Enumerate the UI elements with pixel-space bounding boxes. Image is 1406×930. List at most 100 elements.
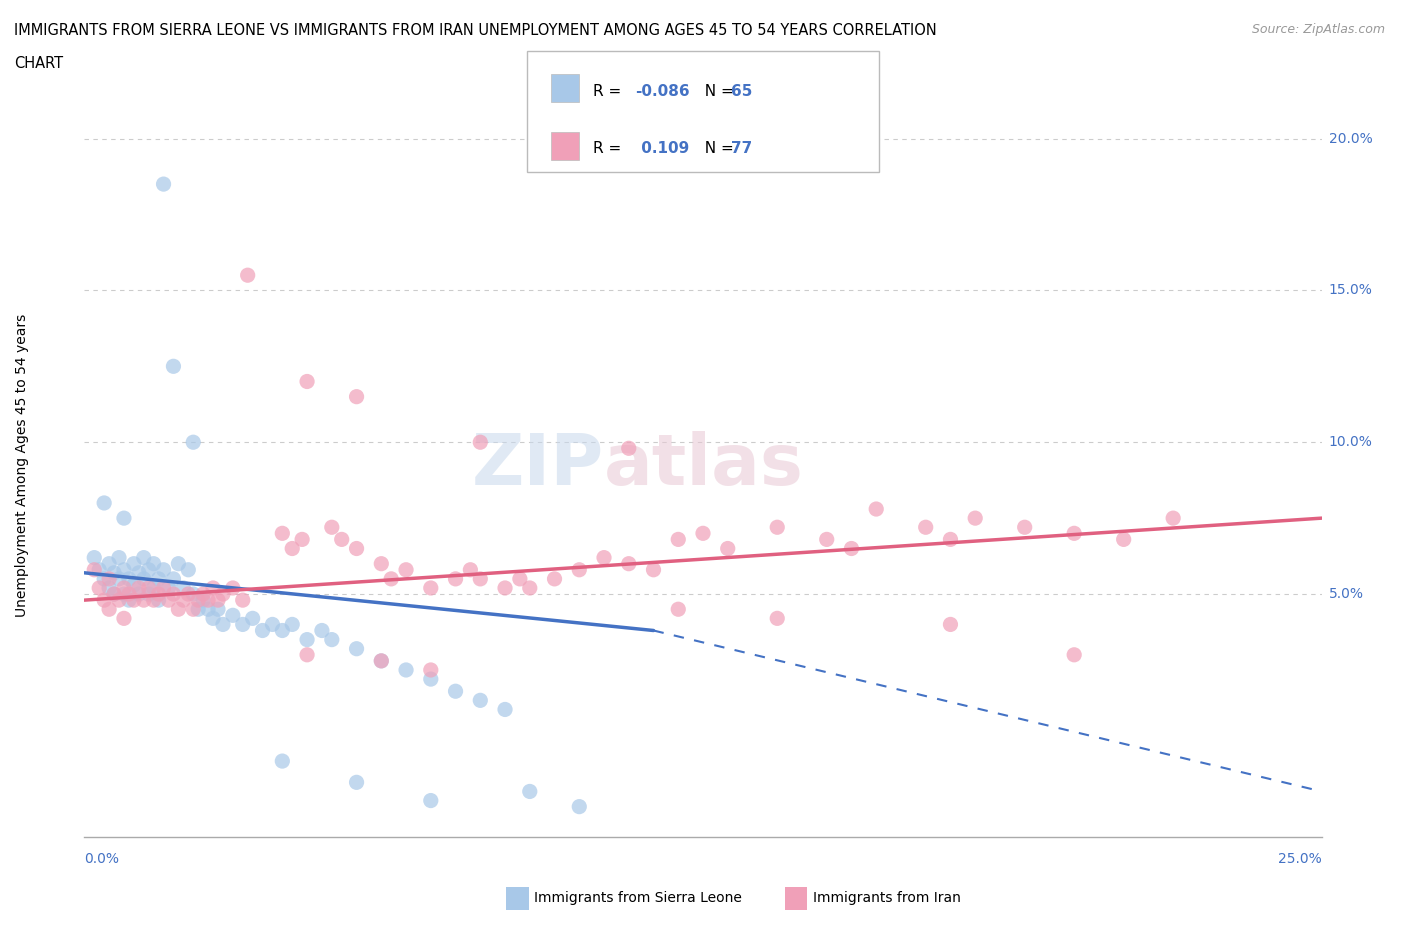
Text: ZIP: ZIP xyxy=(472,431,605,499)
Point xyxy=(494,702,516,717)
Point xyxy=(460,563,482,578)
Point xyxy=(202,611,225,626)
Point xyxy=(148,571,170,586)
Point xyxy=(122,592,145,607)
Point xyxy=(132,551,155,565)
Text: R =: R = xyxy=(593,141,627,156)
Point xyxy=(118,587,141,602)
Point xyxy=(172,592,194,607)
Point xyxy=(370,654,392,669)
Text: N =: N = xyxy=(695,141,738,156)
Point xyxy=(142,592,165,607)
Point xyxy=(1063,647,1085,662)
Point xyxy=(93,592,115,607)
Point xyxy=(370,654,392,669)
Point xyxy=(321,520,343,535)
Point xyxy=(295,647,318,662)
Text: atlas: atlas xyxy=(605,431,804,499)
Point xyxy=(152,580,174,595)
Point xyxy=(177,587,200,602)
Point xyxy=(108,592,131,607)
Point xyxy=(118,592,141,607)
Point xyxy=(98,602,121,617)
Point xyxy=(191,592,214,607)
Point xyxy=(181,587,204,602)
Point xyxy=(766,611,789,626)
Text: 10.0%: 10.0% xyxy=(1329,435,1372,449)
Point xyxy=(222,608,245,623)
Point xyxy=(419,671,441,686)
Point xyxy=(89,580,111,595)
Point xyxy=(232,592,254,607)
Point xyxy=(543,571,565,586)
Point xyxy=(177,563,200,578)
Point xyxy=(252,623,274,638)
Point xyxy=(330,532,353,547)
Point xyxy=(1014,520,1036,535)
Point xyxy=(93,571,115,586)
Point xyxy=(112,511,135,525)
Point xyxy=(108,571,131,586)
Point xyxy=(112,563,135,578)
Text: 0.109: 0.109 xyxy=(636,141,689,156)
Point xyxy=(1063,525,1085,540)
Text: Unemployment Among Ages 45 to 54 years: Unemployment Among Ages 45 to 54 years xyxy=(15,313,30,617)
Point xyxy=(152,563,174,578)
Point xyxy=(470,435,492,450)
Point xyxy=(841,541,863,556)
Point xyxy=(242,611,264,626)
Point xyxy=(470,571,492,586)
Point xyxy=(281,541,304,556)
Point xyxy=(103,565,125,580)
Point xyxy=(568,563,591,578)
Point xyxy=(346,390,368,405)
Point xyxy=(494,580,516,595)
Text: 5.0%: 5.0% xyxy=(1329,587,1364,601)
Point xyxy=(197,602,219,617)
Point xyxy=(666,602,689,617)
Point xyxy=(181,602,204,617)
Point xyxy=(236,268,259,283)
Point xyxy=(370,556,392,571)
Point xyxy=(717,541,740,556)
Point xyxy=(865,501,887,516)
Point xyxy=(162,359,184,374)
Point xyxy=(222,580,245,595)
Point xyxy=(83,551,105,565)
Point xyxy=(103,587,125,602)
Point xyxy=(187,592,209,607)
Text: N =: N = xyxy=(695,84,738,99)
Point xyxy=(419,580,441,595)
Point xyxy=(519,784,541,799)
Point xyxy=(1112,532,1135,547)
Point xyxy=(321,632,343,647)
Point xyxy=(122,556,145,571)
Point xyxy=(148,587,170,602)
Point xyxy=(815,532,838,547)
Point xyxy=(212,587,235,602)
Point xyxy=(98,556,121,571)
Point xyxy=(112,587,135,602)
Point xyxy=(419,662,441,677)
Point xyxy=(295,374,318,389)
Point xyxy=(181,435,204,450)
Text: CHART: CHART xyxy=(14,56,63,71)
Point xyxy=(965,511,987,525)
Point xyxy=(346,775,368,790)
Point xyxy=(509,571,531,586)
Text: 25.0%: 25.0% xyxy=(1278,852,1322,866)
Point xyxy=(939,532,962,547)
Text: 65: 65 xyxy=(731,84,752,99)
Text: 15.0%: 15.0% xyxy=(1329,284,1372,298)
Point xyxy=(108,551,131,565)
Point xyxy=(914,520,936,535)
Point xyxy=(568,799,591,814)
Text: -0.086: -0.086 xyxy=(636,84,690,99)
Point xyxy=(766,520,789,535)
Point xyxy=(519,580,541,595)
Point xyxy=(617,556,640,571)
Point xyxy=(98,571,121,586)
Point xyxy=(444,571,467,586)
Text: R =: R = xyxy=(593,84,627,99)
Point xyxy=(311,623,333,638)
